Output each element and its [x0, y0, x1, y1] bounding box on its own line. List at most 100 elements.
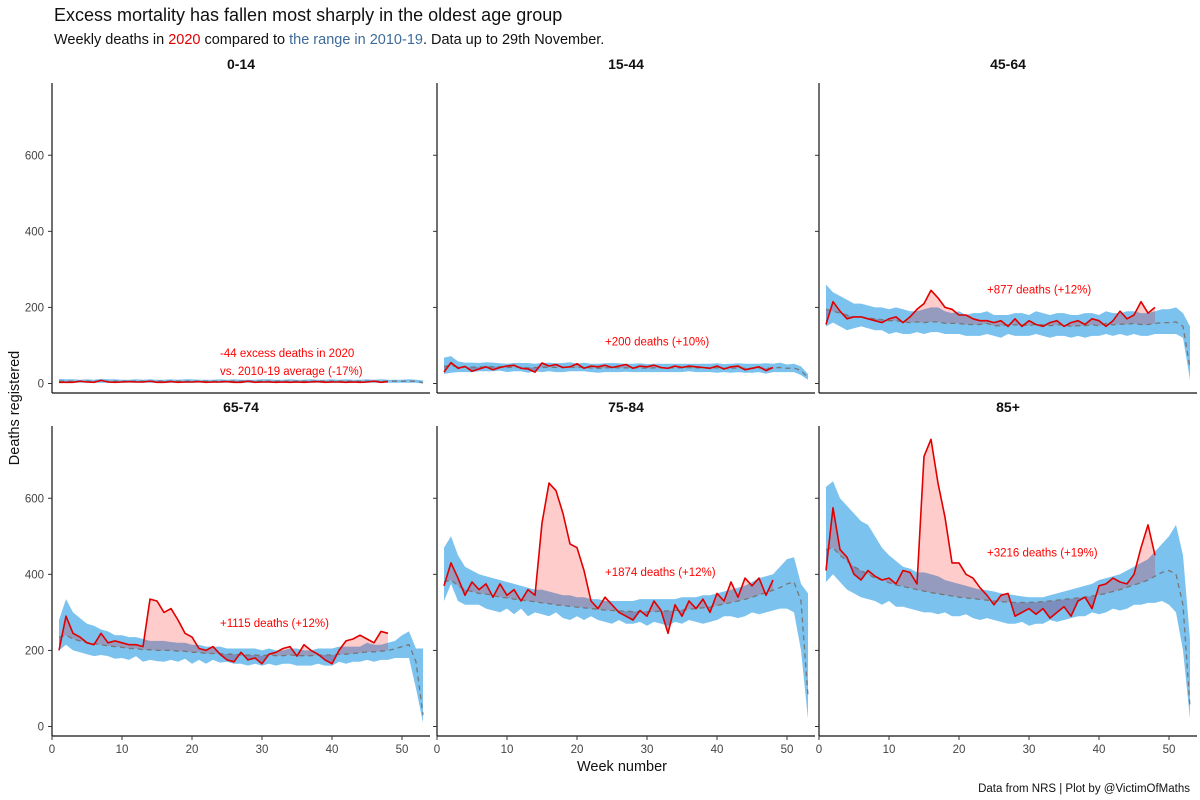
x-tick-label: 40 [1093, 744, 1106, 756]
excess-area [451, 562, 458, 586]
panel-label: 45-64 [990, 56, 1026, 72]
deficit-area [626, 611, 633, 620]
x-tick-label: 50 [781, 744, 794, 756]
subtitle-part-1: Weekly deaths in [54, 32, 168, 48]
x-tick-label: 0 [49, 744, 55, 756]
excess-area [924, 439, 931, 593]
average-2010-19-line [443, 579, 809, 697]
excess-area [952, 309, 959, 324]
excess-area [966, 315, 973, 325]
deficit-area [1043, 601, 1050, 619]
range-2010-19-band [826, 481, 1190, 719]
excess-area [374, 631, 381, 652]
excess-area [973, 318, 980, 325]
excess-area [1141, 524, 1148, 583]
excess-area [73, 633, 80, 641]
panel-85+: 85+ +3216 deaths (+19%) 0 10 20 30 40 50 [815, 399, 1197, 756]
panel-75-84: 75-84 +1874 deaths (+12%) 0 10 20 30 40 50 [433, 399, 815, 756]
x-tick-label: 40 [326, 744, 339, 756]
deficit-area [1057, 599, 1064, 613]
excess-area [129, 644, 136, 649]
deaths-2020-line [443, 482, 774, 635]
excess-area [577, 547, 584, 608]
range-2010-19-band [826, 284, 1190, 380]
excess-area [945, 517, 952, 596]
deaths-2020-line [825, 289, 1156, 328]
excess-area [931, 290, 938, 322]
x-tick-label: 30 [1023, 744, 1036, 756]
deficit-area [1029, 602, 1036, 615]
excess-area [283, 646, 290, 656]
panel-label: 0-14 [227, 56, 255, 72]
excess-area [959, 315, 966, 325]
y-tick-label: 0 [38, 378, 44, 390]
excess-area [903, 570, 910, 588]
excess-area [150, 599, 157, 651]
y-tick-label: 600 [25, 150, 44, 162]
y-tick-label: 400 [25, 226, 44, 238]
x-tick-label: 10 [883, 744, 896, 756]
excess-area [938, 297, 945, 324]
deficit-area [854, 566, 861, 580]
excess-area [171, 608, 178, 652]
excess-area [479, 583, 486, 595]
excess-area [966, 574, 973, 599]
excess-area [178, 620, 185, 652]
excess-area [605, 597, 612, 611]
excess-area [1148, 524, 1155, 580]
excess-area [910, 309, 917, 323]
excess-area [1134, 301, 1141, 325]
x-tick-label: 20 [186, 744, 199, 756]
subtitle-part-2020: 2020 [168, 32, 200, 48]
y-tick-label: 200 [25, 302, 44, 314]
excess-area [353, 635, 360, 654]
excess-area [528, 589, 535, 602]
x-tick-label: 50 [1163, 744, 1176, 756]
x-tick-label: 30 [256, 744, 269, 756]
y-tick-label: 400 [25, 569, 44, 581]
excess-area [185, 633, 192, 653]
y-tick-label: 600 [25, 493, 44, 505]
excess-area [157, 601, 164, 651]
chart-caption: Data from NRS | Plot by @VictimOfMaths [978, 783, 1190, 795]
range-2010-19-band [444, 536, 808, 719]
excess-area [549, 483, 556, 605]
x-tick-label: 20 [571, 744, 584, 756]
panel-label: 75-84 [608, 399, 644, 415]
panel-15-44: 15-44 +200 deaths (+10%) [433, 56, 815, 394]
excess-area [346, 639, 353, 655]
deficit-area [1064, 598, 1071, 617]
x-tick-label: 40 [711, 744, 724, 756]
excess-area [952, 562, 959, 598]
excess-area [973, 578, 980, 600]
panel-label: 65-74 [223, 399, 259, 415]
deaths-2020-line [59, 379, 389, 384]
panel-label: 15-44 [608, 56, 644, 72]
subtitle-part-3: compared to [200, 32, 289, 48]
range-2010-19-band [59, 599, 423, 723]
panel-0-14: 0-14 -44 excess deaths in 2020 vs. 2010-19… [25, 56, 430, 394]
x-axis-title: Week number [577, 759, 667, 775]
subtitle-part-range: the range in 2010-19 [289, 32, 423, 48]
x-tick-label: 30 [641, 744, 654, 756]
excess-annotation: +1874 deaths (+12%) [605, 567, 716, 579]
excess-area [745, 578, 752, 600]
panel-label: 85+ [996, 399, 1020, 415]
excess-annotation: +877 deaths (+12%) [987, 284, 1091, 296]
average-2010-19-line [825, 308, 1191, 369]
excess-area [1141, 301, 1148, 325]
panel-45-64: 45-64 +877 deaths (+12%) [815, 56, 1197, 394]
panel-65-74: 65-74 +1115 deaths (+12%) 0 200 400 600 0 10 20 3… [25, 399, 430, 756]
x-tick-label: 0 [816, 744, 822, 756]
x-tick-label: 0 [434, 744, 440, 756]
excess-area [381, 631, 388, 652]
deficit-area [325, 655, 332, 664]
x-tick-label: 20 [953, 744, 966, 756]
excess-area [570, 543, 577, 608]
excess-area [1127, 315, 1134, 325]
excess-annotation: -44 excess deaths in 2020 vs. 2010-19 ave… [220, 348, 363, 378]
excess-area [924, 290, 931, 323]
facet-panels: 0-14 -44 excess deaths in 2020 vs. 2010-19… [25, 56, 1197, 756]
excess-area [1106, 578, 1113, 594]
